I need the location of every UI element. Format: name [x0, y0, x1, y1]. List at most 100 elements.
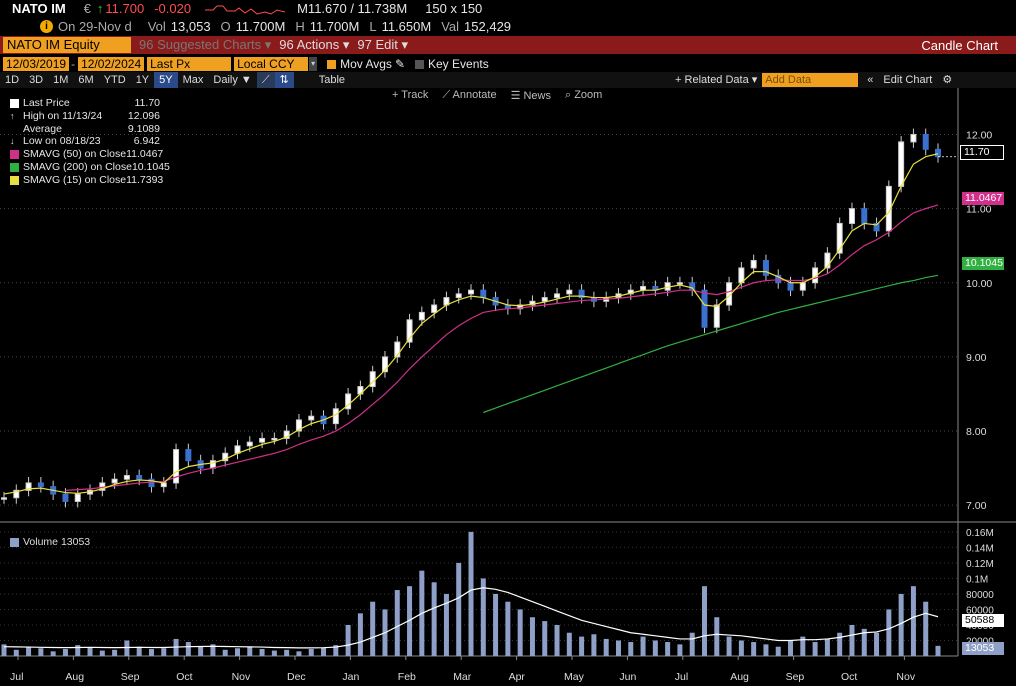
last-price: 11.700 [105, 1, 145, 16]
menu-bar: NATO IM Equity 96 Suggested Charts ▾ 96 … [0, 36, 1016, 54]
currency-dropdown-icon[interactable]: ▾ [309, 57, 318, 71]
price-tick-label: 12.00 [966, 129, 992, 141]
candle-body [381, 356, 388, 373]
volume-bar [566, 632, 572, 656]
start-date-field[interactable]: 12/03/2019 [3, 57, 70, 71]
x-tick-label: Feb [398, 671, 416, 683]
volume-bar [259, 649, 265, 656]
candle-body [468, 289, 474, 295]
period-max[interactable]: Max [182, 74, 204, 86]
volume-bar [591, 634, 597, 656]
x-tick-label: Apr [509, 671, 526, 683]
volume-bar [579, 636, 585, 656]
period-1y[interactable]: 1Y [135, 74, 150, 86]
legend-swatch [10, 175, 19, 185]
sparkline-icon [205, 5, 286, 15]
suggested-charts-menu[interactable]: 96 Suggested Charts ▾ [139, 37, 272, 52]
end-date-field[interactable]: 12/02/2024 [78, 57, 145, 71]
legend-label: SMAVG (200) on Close [23, 160, 132, 173]
candle-body [332, 408, 339, 425]
actions-menu[interactable]: 96 Actions ▾ [279, 37, 350, 52]
volume-bar [665, 642, 671, 656]
chart-toolbar: 1D 3D 1M 6M YTD 1Y 5Y Max Daily ▼ ⟋ ⇅ Table + R… [0, 72, 1016, 88]
annotate-tool[interactable]: ⟋ Annotate [442, 89, 497, 101]
x-tick-label: Nov [232, 671, 251, 683]
volume-bar [542, 621, 548, 656]
period-6m[interactable]: 6M [78, 74, 94, 86]
quote-details: i On 29-Nov d Vol 13,053 O 11.700M H 11.… [0, 17, 1016, 36]
candle-body [111, 478, 118, 484]
candle-body [750, 260, 757, 269]
field-select[interactable]: Last Px [147, 57, 232, 71]
volume-bar [124, 640, 130, 656]
settings-gear-icon[interactable]: ⚙ [942, 74, 953, 86]
volume-bar [357, 613, 363, 656]
edit-menu[interactable]: 97 Edit ▾ [357, 37, 409, 52]
volume-bar [112, 649, 118, 656]
volume-bar [136, 646, 142, 656]
add-data-input[interactable]: Add Data [762, 73, 859, 87]
volume-bar [800, 636, 806, 656]
price-tick-label: 7.00 [966, 500, 987, 512]
mov-avgs-label: Mov Avgs [340, 57, 392, 71]
track-tool[interactable]: + Track [392, 89, 429, 101]
legend-swatch [10, 98, 19, 108]
up-arrow-icon: ↑ [96, 1, 104, 16]
collapse-icon[interactable]: « [867, 74, 874, 86]
period-ytd[interactable]: YTD [103, 74, 126, 86]
volume-bar [148, 649, 154, 656]
legend-row: ↑ High on 11/13/24 12.096 [10, 109, 160, 122]
volume-bar [370, 601, 376, 656]
security-field[interactable]: NATO IM Equity [3, 37, 131, 53]
mov-avgs-checkbox[interactable] [327, 59, 337, 69]
chart-style-icon[interactable]: ⇅ [274, 72, 294, 88]
zoom-tool[interactable]: ⌕ Zoom [565, 89, 603, 101]
volume-tick-label: 0.16M [966, 528, 994, 539]
ticker-bar: NATO IM € ↑ 11.700 -0.020 M11.670 / 11.7… [0, 0, 1016, 17]
open-value: 11.700M [235, 19, 286, 34]
volume-tick-label: 80000 [966, 590, 994, 601]
volume-bar [407, 586, 413, 656]
x-tick-label: Mar [453, 671, 472, 683]
net-change: -0.020 [154, 1, 192, 16]
x-tick-label: May [564, 671, 585, 683]
candle-body [787, 282, 794, 291]
volume-bar [763, 644, 769, 656]
x-tick-label: Aug [730, 671, 749, 683]
legend-value: 11.70 [134, 97, 161, 109]
period-1m[interactable]: 1M [53, 74, 69, 86]
volume-bar [431, 582, 437, 656]
x-tick-label: Sep [786, 671, 805, 683]
candle-body [13, 489, 20, 499]
frequency-select[interactable]: Daily ▼ [213, 74, 252, 86]
volume-bar [185, 642, 191, 656]
period-1d[interactable]: 1D [5, 74, 20, 86]
candle-body [480, 289, 487, 299]
candle-body [406, 319, 413, 343]
volume-bar [308, 649, 314, 656]
x-tick-label: Dec [287, 671, 306, 683]
period-3d[interactable]: 3D [29, 74, 44, 86]
key-events-checkbox[interactable] [415, 59, 424, 69]
table-button[interactable]: Table [318, 74, 346, 86]
line-chart-icon[interactable]: ⟋ [256, 72, 275, 88]
price-volume-chart[interactable]: 12.00 11.00 10.00 9.00 8.00 7.00 0.16M 0.14M 0.1… [0, 88, 1016, 686]
legend-label: Average [23, 122, 62, 135]
info-icon[interactable]: i [40, 20, 53, 33]
currency-select[interactable]: Local CCY [234, 57, 309, 71]
volume-bar [824, 638, 830, 656]
legend-row: SMAVG (15) on Close 11.7393 [10, 174, 163, 187]
candle-body [713, 304, 720, 328]
legend-swatch [10, 149, 19, 159]
news-tool[interactable]: ☰ News [510, 90, 551, 102]
related-data-button[interactable]: + Related Data ▾ [675, 74, 758, 86]
edit-chart-button[interactable]: Edit Chart [883, 74, 933, 86]
pencil-icon[interactable]: ✎ [394, 57, 405, 71]
candle-body [885, 185, 892, 232]
legend-row: ↓ Low on 08/18/23 6.942 [10, 135, 160, 148]
candle-body [517, 304, 524, 310]
legend-value: 6.942 [133, 135, 160, 148]
candle-body [455, 293, 462, 299]
period-5y[interactable]: 5Y [154, 72, 178, 88]
volume-bar [812, 642, 818, 656]
